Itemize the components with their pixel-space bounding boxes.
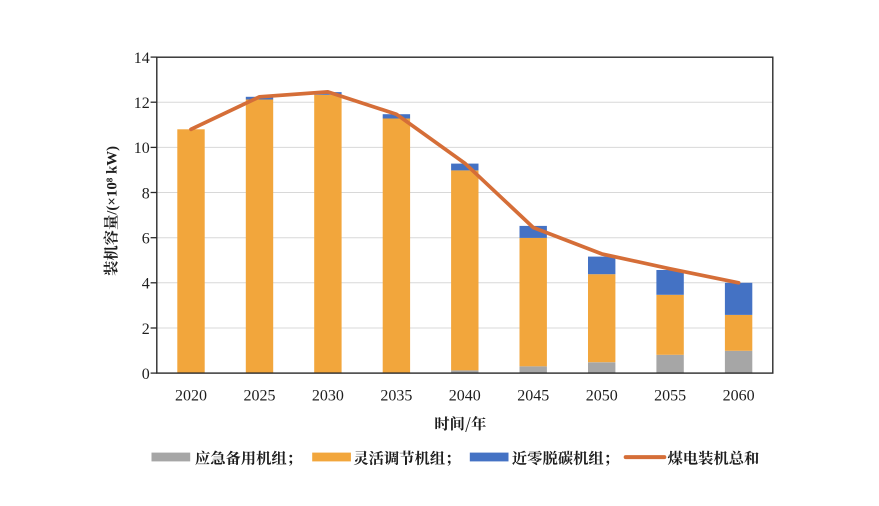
svg-text:12: 12 (134, 95, 150, 112)
svg-text:2020: 2020 (175, 388, 207, 405)
svg-text:2: 2 (142, 321, 150, 338)
svg-text:/(×10⁸ kW): /(×10⁸ kW) (105, 146, 121, 216)
svg-text:2030: 2030 (312, 388, 344, 405)
svg-text:14: 14 (134, 50, 150, 67)
svg-text:6: 6 (142, 231, 150, 248)
svg-text:10: 10 (134, 140, 150, 157)
svg-text:2045: 2045 (517, 388, 549, 405)
svg-text:2055: 2055 (654, 388, 686, 405)
svg-text:2040: 2040 (449, 388, 481, 405)
svg-text:8: 8 (142, 185, 150, 202)
svg-text:2060: 2060 (723, 388, 755, 405)
svg-text:2050: 2050 (586, 388, 618, 405)
svg-text:4: 4 (142, 276, 150, 293)
svg-text:2025: 2025 (244, 388, 276, 405)
svg-text:0: 0 (142, 366, 150, 383)
svg-text:2035: 2035 (380, 388, 412, 405)
